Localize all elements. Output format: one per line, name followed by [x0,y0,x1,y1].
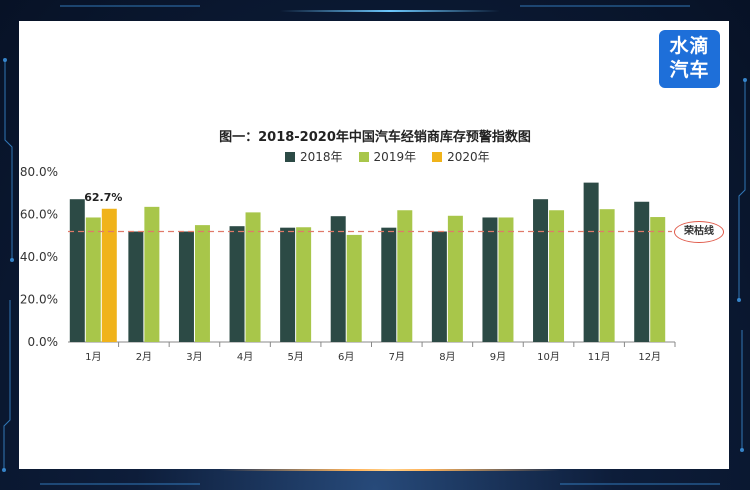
bottom-glow-line [220,468,560,471]
x-tick-label: 9月 [490,351,506,363]
bar-2018年-9月 [482,217,498,342]
bar-2018年-8月 [431,231,447,342]
bar-2018年-11月 [583,182,599,342]
x-tick-label: 6月 [338,351,354,363]
x-tick-label: 3月 [186,351,202,363]
bar-2018年-3月 [178,231,194,342]
bar-2019年-9月 [498,217,514,342]
logo-line1: 水滴 [669,35,710,57]
reference-line-label: 荣枯线 [674,221,724,243]
legend-label-2019: 2019年 [373,150,417,164]
x-tick-label: 11月 [588,351,611,363]
top-glow-line [280,10,500,12]
shuidi-qiche-logo[interactable]: 水滴 汽车 [659,30,720,88]
y-tick-label: 0.0% [28,335,59,349]
legend-item-2018: 2018年 [285,148,343,165]
bar-2018年-1月 [69,199,85,342]
bar-2018年-12月 [634,201,650,342]
bar-2018年-4月 [229,226,245,342]
bar-2018年-7月 [381,227,397,342]
legend-label-2018: 2018年 [300,150,343,164]
bar-2019年-3月 [194,225,210,342]
bar-2019年-8月 [447,215,463,342]
x-tick-label: 7月 [389,351,405,363]
x-tick-label: 8月 [439,351,455,363]
x-tick-label: 4月 [237,351,253,363]
chart-legend: 2018年 2019年 2020年 [285,148,490,165]
legend-swatch-2019 [358,151,369,162]
x-tick-label: 2月 [136,351,152,363]
legend-item-2019: 2019年 [358,148,417,165]
x-tick-label: 5月 [287,351,303,363]
x-tick-label: 12月 [638,351,661,363]
legend-label-2020: 2020年 [447,150,490,164]
bar-2020年-1月 [101,208,117,342]
chart-title: 图一：2018-2020年中国汽车经销商库存预警指数图 [219,130,531,145]
legend-item-2020: 2020年 [432,148,490,165]
data-label: 62.7% [84,191,122,204]
legend-swatch-2018 [285,151,295,162]
x-tick-label: 1月 [85,351,101,363]
bar-2018年-2月 [128,231,144,342]
bar-2019年-10月 [549,210,565,342]
y-tick-label: 60.0% [20,208,58,222]
bar-2019年-11月 [599,209,615,342]
bar-2018年-6月 [330,216,346,342]
bar-chart-plot: 0.0% 20.0% 40.0% 60.0% 80.0% 1月 2月 3月 4月 5月 6月 7月 8月… [20,165,676,363]
logo-line2: 汽车 [669,59,710,81]
bar-2019年-4月 [245,212,261,342]
legend-swatch-2020 [432,151,443,162]
y-tick-label: 20.0% [20,293,58,307]
x-tick-label: 10月 [537,351,560,363]
y-tick-label: 80.0% [20,165,58,179]
bar-2018年-10月 [533,199,549,342]
bar-2019年-12月 [650,217,666,342]
bar-2019年-6月 [346,234,362,342]
bar-2018年-5月 [280,227,296,342]
bar-2019年-2月 [144,206,160,342]
bar-2019年-7月 [397,210,413,342]
bar-2019年-5月 [296,227,312,342]
y-tick-label: 40.0% [20,250,58,264]
bar-2019年-1月 [85,217,101,342]
